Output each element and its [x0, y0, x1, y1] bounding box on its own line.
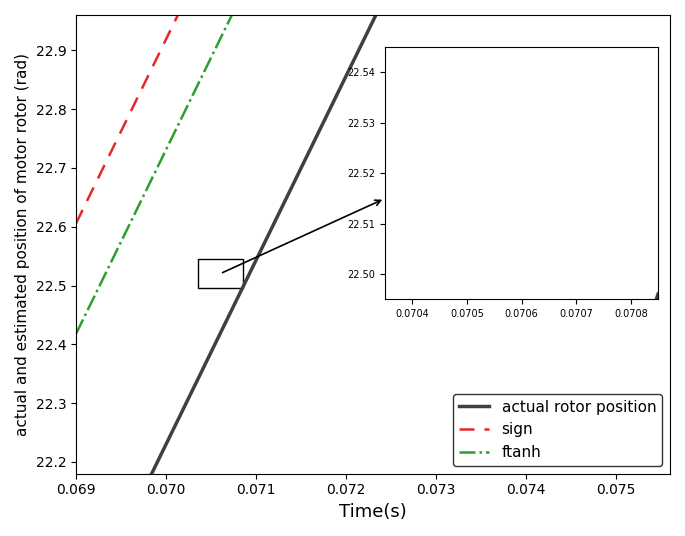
sign	[140, 81, 148, 88]
Bar	[197, 259, 242, 288]
Y-axis label: actual and estimated position of motor rotor (rad): actual and estimated position of motor r…	[15, 53, 30, 436]
sign	[175, 10, 183, 16]
actual rotor position	[175, 414, 183, 421]
ftanh	[140, 192, 148, 198]
ftanh	[72, 331, 80, 337]
sign	[72, 220, 80, 227]
Line: ftanh: ftanh	[76, 0, 670, 334]
Legend: actual rotor position, sign, ftanh: actual rotor position, sign, ftanh	[453, 393, 662, 466]
Line: actual rotor position: actual rotor position	[76, 0, 670, 536]
Line: sign: sign	[76, 0, 670, 224]
ftanh	[175, 120, 183, 126]
actual rotor position	[299, 159, 308, 166]
actual rotor position	[325, 107, 334, 113]
X-axis label: Time(s): Time(s)	[339, 503, 407, 521]
actual rotor position	[140, 487, 148, 493]
